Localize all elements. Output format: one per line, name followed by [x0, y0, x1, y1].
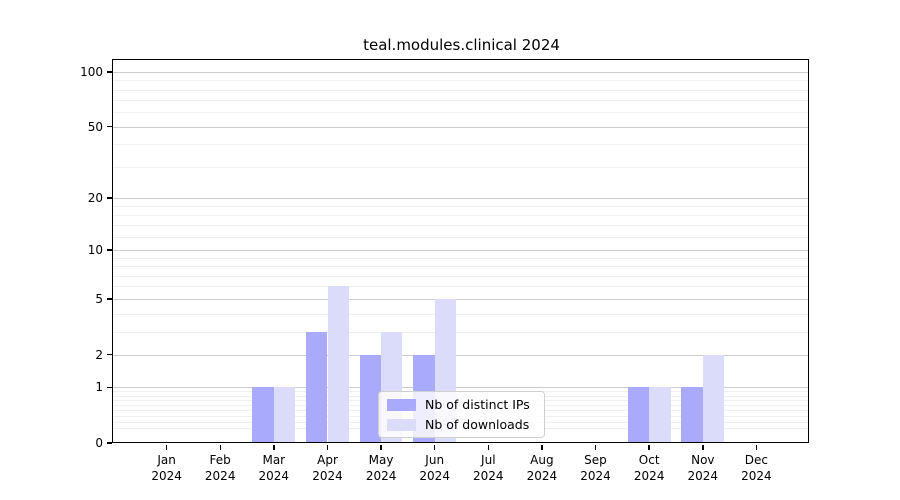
y-gridline-minor — [113, 144, 809, 146]
legend-label-distinct-ips: Nb of distinct IPs — [425, 397, 530, 412]
y-gridline-minor — [113, 275, 809, 277]
y-gridline-minor — [113, 266, 809, 268]
x-tick-mark — [702, 444, 704, 450]
legend-label-downloads: Nb of downloads — [425, 417, 530, 432]
y-tick-mark — [107, 249, 112, 251]
y-gridline-minor — [113, 236, 809, 238]
y-tick-label: 100 — [80, 64, 103, 79]
x-tick-mark — [380, 444, 382, 450]
y-tick-label: 2 — [95, 347, 103, 362]
y-tick-mark — [107, 125, 112, 128]
x-tick-mark — [755, 444, 758, 450]
x-tick-mark — [433, 444, 436, 450]
bar-nov-distinct-ips — [681, 387, 703, 443]
y-gridline-minor — [113, 313, 809, 315]
y-tick-label: 5 — [95, 291, 103, 306]
x-tick-label-jan: Jan 2024 — [151, 453, 182, 483]
x-tick-label-may: May 2024 — [365, 453, 397, 483]
bar-mar-downloads — [273, 387, 296, 443]
x-tick-mark — [326, 444, 329, 450]
legend-swatch-downloads — [387, 418, 416, 431]
y-gridline-major — [113, 354, 809, 356]
x-tick-label-jun: Jun 2024 — [419, 453, 450, 483]
x-tick-label-feb: Feb 2024 — [204, 453, 236, 483]
y-gridline-minor — [113, 89, 809, 91]
bar-mar-distinct-ips — [252, 387, 274, 443]
y-gridline-minor — [113, 215, 809, 217]
x-tick-mark — [648, 444, 650, 450]
bar-apr-distinct-ips — [306, 331, 328, 443]
x-tick-label-mar: Mar 2024 — [258, 453, 290, 483]
y-gridline-major — [113, 126, 809, 128]
y-tick-mark — [107, 71, 112, 73]
x-tick-label-nov: Nov 2024 — [687, 453, 719, 483]
y-gridline-minor — [113, 80, 809, 82]
y-gridline-major — [113, 250, 809, 252]
bar-oct-downloads — [649, 387, 671, 443]
x-tick-label-oct: Oct 2024 — [633, 453, 665, 483]
bar-oct-distinct-ips — [627, 387, 650, 443]
y-tick-mark — [107, 442, 112, 444]
y-gridline-minor — [113, 112, 809, 114]
x-tick-mark — [273, 444, 275, 450]
y-tick-mark — [107, 353, 112, 356]
y-gridline-major — [113, 71, 809, 73]
y-tick-mark — [107, 197, 112, 199]
legend-item-distinct-ips: Nb of distinct IPs — [387, 397, 536, 412]
x-tick-mark — [594, 444, 597, 450]
bar-may-distinct-ips — [359, 354, 381, 443]
y-gridline-minor — [113, 225, 809, 227]
x-tick-mark — [487, 444, 490, 450]
y-gridline-minor — [113, 286, 809, 288]
x-tick-label-sep: Sep 2024 — [580, 453, 611, 483]
legend-item-downloads: Nb of downloads — [387, 417, 536, 432]
legend-swatch-distinct-ips — [387, 398, 416, 411]
x-tick-mark — [541, 444, 543, 450]
chart-title: teal.modules.clinical 2024 — [363, 36, 560, 54]
y-tick-label: 20 — [87, 191, 103, 206]
bar-nov-downloads — [702, 354, 725, 443]
x-tick-mark — [219, 444, 221, 450]
y-gridline-major — [113, 298, 809, 300]
y-tick-label: 1 — [95, 380, 103, 395]
y-gridline-minor — [113, 331, 809, 333]
y-gridline-minor — [113, 100, 809, 102]
y-gridline-minor — [113, 257, 809, 259]
x-tick-label-apr: Apr 2024 — [312, 453, 343, 483]
x-tick-label-dec: Dec 2024 — [741, 453, 772, 483]
y-tick-label: 50 — [87, 119, 103, 134]
x-tick-label-aug: Aug 2024 — [526, 453, 558, 483]
legend: Nb of distinct IPs Nb of downloads — [378, 391, 545, 438]
y-gridline-major — [113, 387, 809, 389]
bar-apr-downloads — [327, 286, 349, 443]
y-tick-label: 10 — [87, 243, 103, 258]
y-tick-mark — [107, 298, 112, 300]
y-tick-mark — [107, 386, 112, 388]
y-tick-label: 0 — [95, 436, 103, 450]
y-gridline-minor — [113, 166, 809, 168]
x-tick-mark — [165, 444, 168, 450]
y-gridline-minor — [113, 206, 809, 208]
x-tick-label-jul: Jul 2024 — [473, 453, 504, 483]
y-gridline-major — [113, 198, 809, 200]
